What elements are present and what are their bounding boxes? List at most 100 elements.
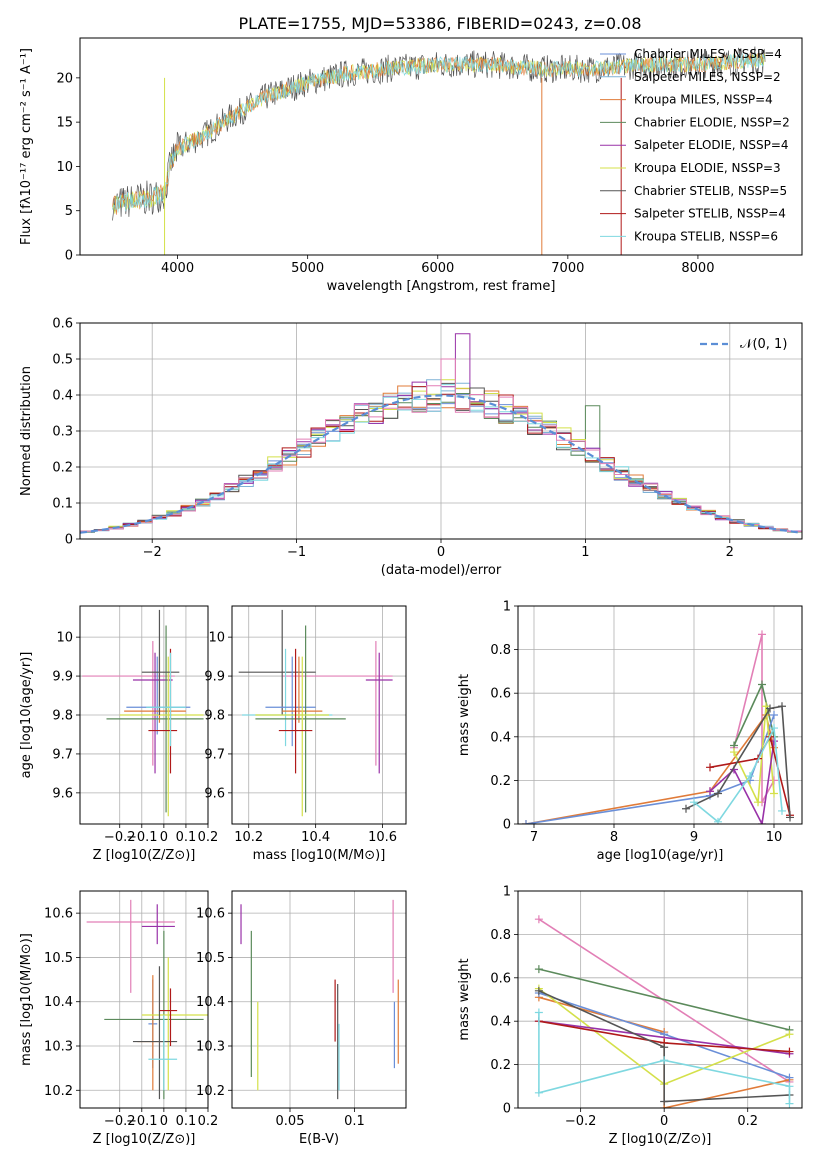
x-tick-label: 0.05 — [276, 1114, 305, 1129]
plot-area — [80, 333, 802, 534]
legend-entry: Kroupa STELIB, NSSP=6 — [634, 229, 778, 243]
series-marker — [770, 724, 778, 733]
series-marker — [785, 1099, 794, 1108]
series-line — [538, 990, 790, 1103]
y-tick-label: 10.6 — [196, 907, 225, 922]
y-tick-label: 0.4 — [490, 730, 511, 745]
series-marker — [534, 1008, 543, 1017]
series-marker — [660, 1043, 669, 1052]
y-tick-label: 15 — [56, 116, 73, 131]
panel-mass_vs_Z: −0.2−0.1 0 0.1 0.2 10.2 10.3 10.4 10.5 10.6 Z [lo… — [19, 890, 218, 1147]
y-axis-label: mass [log10(M/M⊙)] — [19, 933, 34, 1066]
y-tick-label: 10.3 — [44, 1040, 73, 1055]
panel-weight_vs_age: 7 8 9 10 0 0.2 0.4 0.6 0.8 1 age [log10(age/yr)] ma… — [457, 600, 803, 863]
legend-entry: Chabrier ELODIE, NSSP=2 — [634, 115, 790, 129]
y-tick-label: 0 — [503, 818, 511, 833]
plot-area — [86, 899, 208, 1100]
y-tick-label: 0 — [65, 249, 73, 264]
y-tick-label: 1 — [503, 885, 511, 900]
series-marker — [534, 965, 543, 974]
y-tick-label: 0.6 — [490, 971, 511, 986]
series-marker — [758, 630, 766, 639]
x-tick-label: 7 — [530, 830, 538, 845]
axes-frame — [79, 890, 209, 1109]
series-marker — [785, 1047, 794, 1056]
x-tick-label: −0.1 — [126, 830, 158, 845]
series-line — [733, 634, 775, 803]
normal-curve — [80, 394, 802, 534]
series-line — [733, 706, 775, 806]
series-line — [525, 713, 775, 824]
y-tick-label: 5 — [65, 204, 73, 219]
x-tick-label: 6000 — [421, 261, 454, 276]
legend-entry: Chabrier MILES, NSSP=4 — [634, 47, 782, 61]
x-tick-label: 4000 — [161, 261, 194, 276]
x-tick-label: 0 — [660, 1114, 668, 1129]
x-tick-label: 8000 — [681, 261, 714, 276]
x-tick-label: 2 — [726, 545, 734, 560]
x-tick-label: 10.2 — [234, 830, 263, 845]
plot-area — [522, 630, 794, 824]
x-tick-label: 0.2 — [737, 1114, 758, 1129]
legend-entry: Salpeter ELODIE, NSSP=4 — [634, 138, 789, 152]
y-tick-label: 10.3 — [196, 1040, 225, 1055]
x-axis-label: (data-model)/error — [381, 563, 502, 578]
y-tick-label: 9.9 — [204, 670, 225, 685]
y-axis-label: Flux [fλ10⁻¹⁷ erg cm⁻² s⁻¹ A⁻¹] — [19, 48, 34, 245]
plot-area — [238, 609, 393, 817]
y-tick-label: 0.6 — [490, 687, 511, 702]
x-axis-label: wavelength [Angstrom, rest frame] — [327, 279, 556, 294]
x-tick-label: 0.2 — [198, 830, 219, 845]
series-marker — [778, 806, 786, 815]
x-axis-label: Z [log10(Z/Z⊙)] — [93, 848, 196, 863]
x-tick-label: 9 — [690, 830, 698, 845]
series-marker — [534, 1088, 543, 1097]
y-tick-label: 10.2 — [196, 1084, 225, 1099]
panel-residuals: −2 −1 0 1 2 0 0.1 0.2 0.3 0.4 0.5 0.6 𝒩(0, 1) (data-m… — [19, 317, 803, 578]
series-marker — [758, 820, 766, 824]
x-tick-label: 10.6 — [368, 830, 397, 845]
x-axis-label: Z [log10(Z/Z⊙)] — [93, 1132, 196, 1147]
y-tick-label: 10.4 — [196, 995, 225, 1010]
y-tick-label: 10.6 — [44, 907, 73, 922]
series-marker — [682, 804, 690, 813]
series-marker — [785, 1030, 794, 1039]
y-tick-label: 20 — [56, 71, 73, 86]
axes-frame — [517, 890, 803, 1109]
y-tick-label: 9.9 — [52, 670, 73, 685]
series-marker — [714, 789, 722, 798]
series-marker — [770, 776, 778, 785]
y-tick-label: 0.6 — [52, 317, 73, 332]
series-line — [538, 918, 790, 1083]
x-tick-label: −0.2 — [565, 1114, 597, 1129]
series-marker — [534, 915, 543, 924]
y-axis-label: age [log10(age/yr)] — [19, 652, 34, 779]
x-tick-label: 0 — [437, 545, 445, 560]
x-tick-label: 10.4 — [301, 830, 330, 845]
y-tick-label: 10 — [56, 631, 73, 646]
series-marker — [786, 813, 794, 822]
x-axis-label: Z [log10(Z/Z⊙)] — [609, 1132, 712, 1147]
y-tick-label: 9.7 — [52, 747, 73, 762]
panel-weight_vs_Z: −0.2 0 0.2 0 0.2 0.4 0.6 0.8 1 Z [log10(Z/Z⊙)] mas… — [457, 885, 803, 1147]
series-line — [685, 705, 791, 818]
x-tick-label: −2 — [143, 545, 162, 560]
y-axis-label: mass weight — [457, 674, 472, 756]
series-marker — [706, 763, 714, 772]
y-tick-label: 0 — [65, 533, 73, 548]
y-tick-label: 10 — [56, 160, 73, 175]
legend-entry: Salpeter MILES, NSSP=2 — [634, 70, 781, 84]
y-tick-label: 1 — [503, 600, 511, 615]
series-marker — [714, 817, 722, 824]
y-tick-label: 0.2 — [490, 1058, 511, 1073]
series-marker — [758, 680, 766, 689]
series-marker — [730, 748, 738, 757]
legend-entry: 𝒩(0, 1) — [740, 337, 787, 352]
axes-frame — [79, 37, 803, 256]
plot-area — [534, 915, 794, 1108]
series-marker — [690, 798, 698, 807]
x-tick-label: −0.2 — [104, 1114, 136, 1129]
y-tick-label: 10 — [208, 631, 225, 646]
y-tick-label: 9.8 — [204, 709, 225, 724]
y-axis-label: Normed distribution — [19, 366, 34, 496]
